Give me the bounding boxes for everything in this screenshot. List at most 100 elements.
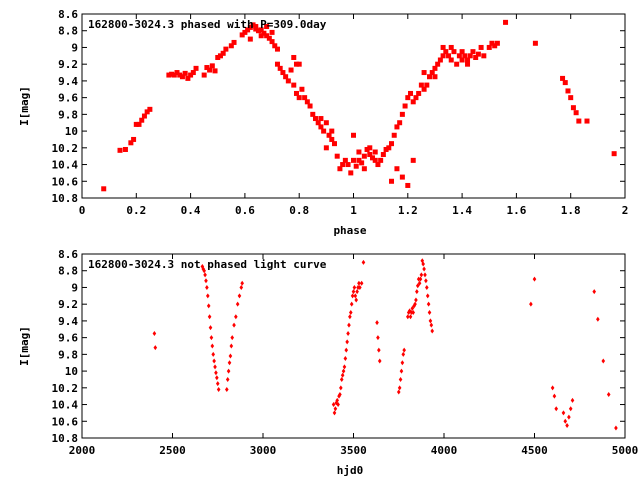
x-tick-label: 0.2 bbox=[126, 204, 146, 217]
y-tick-label: 9 bbox=[71, 281, 78, 294]
data-point bbox=[147, 106, 153, 112]
data-point bbox=[611, 151, 617, 157]
data-point bbox=[414, 297, 418, 303]
x-tick-label: 1.6 bbox=[506, 204, 526, 217]
data-point bbox=[347, 322, 351, 328]
data-point bbox=[336, 402, 340, 408]
data-point bbox=[329, 136, 335, 142]
x-tick-label: 1 bbox=[350, 204, 357, 217]
data-point bbox=[315, 120, 321, 126]
data-point bbox=[274, 61, 280, 67]
data-point bbox=[435, 61, 441, 67]
data-point bbox=[606, 392, 611, 398]
y-tick-label: 8.8 bbox=[58, 265, 78, 278]
data-point bbox=[424, 278, 428, 284]
data-point bbox=[494, 40, 500, 46]
data-point bbox=[329, 128, 335, 134]
data-point bbox=[318, 124, 324, 130]
data-point bbox=[391, 132, 397, 138]
data-point bbox=[356, 149, 362, 155]
data-point bbox=[230, 335, 235, 341]
data-point bbox=[576, 118, 582, 124]
y-tick-label: 9.2 bbox=[58, 58, 78, 71]
data-point bbox=[258, 27, 264, 33]
data-point bbox=[207, 314, 212, 320]
y-tick-label: 10 bbox=[65, 125, 78, 138]
data-point bbox=[264, 24, 270, 30]
data-point bbox=[307, 103, 313, 109]
data-point bbox=[179, 74, 185, 80]
data-point bbox=[372, 157, 378, 163]
x-tick-label: 4500 bbox=[521, 444, 548, 457]
data-point bbox=[367, 152, 373, 158]
data-point bbox=[413, 95, 419, 101]
data-point bbox=[417, 280, 422, 286]
phased-light-curve-plot: 0 0.2 0.4 0.6 0.8 1 1.2 1.4 1.6 1.8 2 8.6 8.8 9 9.2 9.4… bbox=[18, 8, 628, 237]
data-point bbox=[344, 347, 349, 353]
data-point bbox=[250, 22, 256, 28]
data-points bbox=[101, 19, 617, 192]
data-point bbox=[247, 36, 253, 42]
data-point bbox=[334, 153, 340, 159]
data-point bbox=[212, 358, 216, 364]
axis-ticks: 2000 2500 3000 3500 4000 4500 5000 8.6 8.8 9 9.2 9.… bbox=[52, 248, 639, 457]
data-point bbox=[345, 162, 351, 168]
data-point bbox=[353, 163, 359, 169]
data-point bbox=[345, 339, 349, 345]
data-point bbox=[339, 376, 344, 382]
data-point bbox=[201, 266, 206, 272]
data-point bbox=[492, 43, 498, 49]
data-point bbox=[296, 61, 302, 67]
data-point bbox=[377, 347, 381, 353]
y-tick-label: 8.8 bbox=[58, 25, 78, 38]
data-point bbox=[437, 57, 443, 63]
data-point bbox=[285, 78, 291, 84]
x-tick-label: 1.8 bbox=[561, 204, 581, 217]
data-point bbox=[204, 278, 208, 284]
chart-title: 162800-3024.3 not phased light curve bbox=[88, 258, 327, 271]
data-point bbox=[427, 74, 433, 80]
x-tick-label: 0.8 bbox=[289, 204, 309, 217]
data-point bbox=[141, 113, 147, 119]
data-point bbox=[235, 301, 240, 307]
data-point bbox=[421, 261, 425, 267]
data-point bbox=[568, 95, 574, 101]
data-point bbox=[205, 293, 210, 299]
data-point bbox=[201, 72, 207, 78]
data-point bbox=[293, 61, 299, 67]
data-point bbox=[122, 146, 128, 152]
data-point bbox=[364, 146, 370, 152]
data-point bbox=[203, 272, 207, 278]
data-point bbox=[299, 86, 305, 92]
data-point bbox=[375, 162, 381, 168]
x-tick-label: 3000 bbox=[250, 444, 277, 457]
data-point bbox=[562, 80, 568, 86]
data-point bbox=[378, 157, 384, 163]
data-point bbox=[334, 400, 339, 406]
data-point bbox=[398, 376, 403, 382]
data-point bbox=[348, 170, 354, 176]
y-tick-label: 9.2 bbox=[58, 298, 78, 311]
data-point bbox=[133, 121, 139, 127]
data-point bbox=[228, 43, 234, 49]
data-point bbox=[415, 283, 420, 289]
data-point bbox=[349, 301, 354, 307]
data-point bbox=[288, 67, 294, 73]
data-point bbox=[258, 33, 264, 39]
x-tick-label: 4000 bbox=[431, 444, 458, 457]
data-point bbox=[206, 303, 211, 309]
data-point bbox=[376, 335, 380, 341]
data-point bbox=[341, 368, 346, 374]
data-point bbox=[358, 284, 362, 290]
data-point bbox=[561, 410, 566, 416]
data-point bbox=[274, 46, 280, 52]
data-point bbox=[377, 358, 382, 364]
data-point bbox=[216, 386, 221, 392]
data-point bbox=[459, 57, 465, 63]
data-point bbox=[166, 72, 172, 78]
x-tick-label: 1.4 bbox=[452, 204, 472, 217]
data-point bbox=[443, 49, 449, 55]
data-point bbox=[202, 268, 206, 274]
data-point bbox=[407, 308, 412, 314]
x-tick-label: 0.4 bbox=[181, 204, 201, 217]
